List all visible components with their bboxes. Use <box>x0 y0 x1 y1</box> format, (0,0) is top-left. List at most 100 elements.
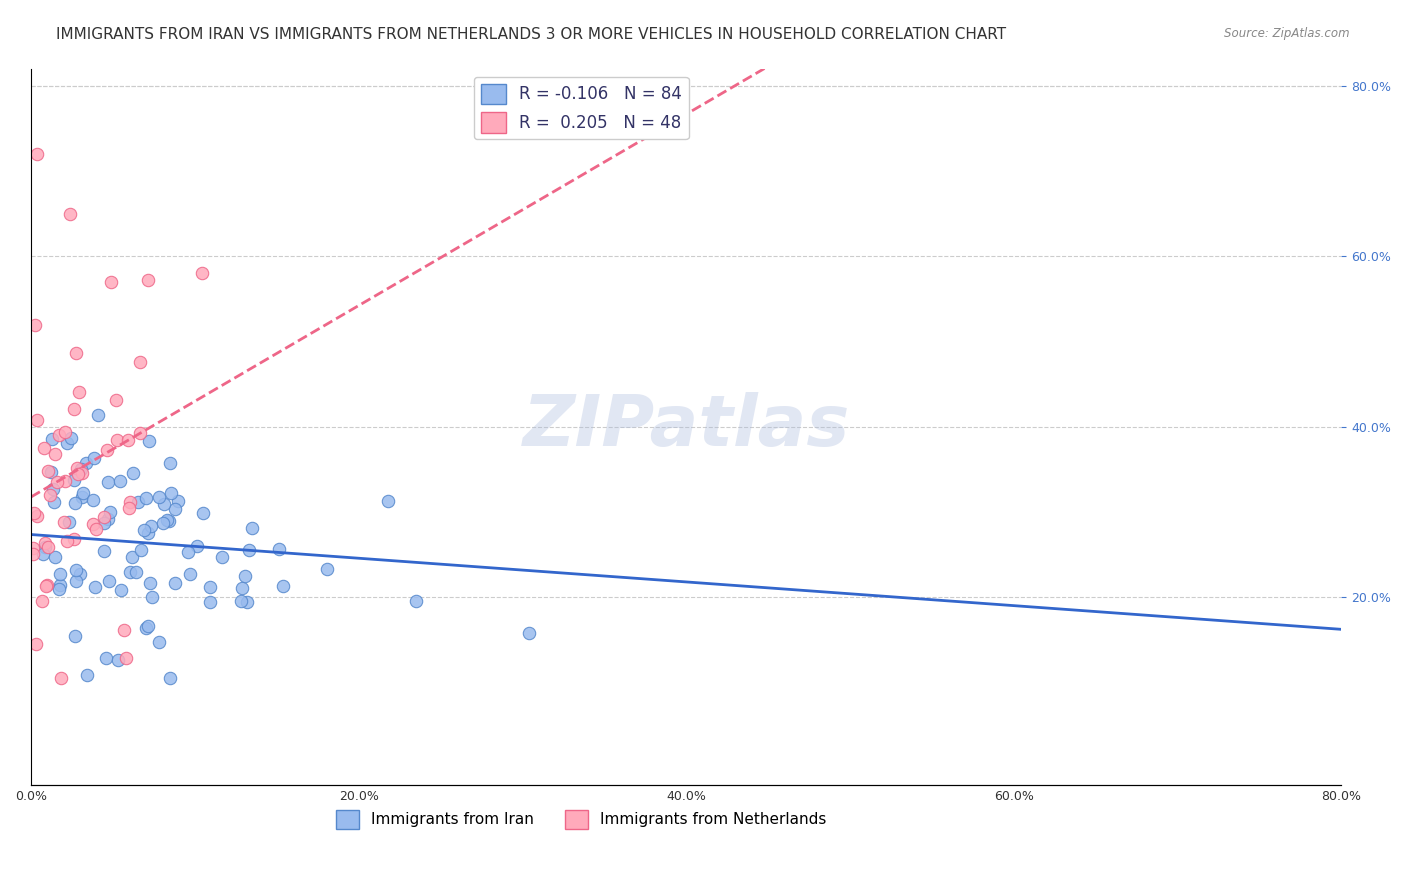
Point <box>117 501 139 516</box>
Point <box>84 522 107 536</box>
Point <box>191 506 214 520</box>
Point <box>58 515 80 529</box>
Point <box>377 493 399 508</box>
Legend: Immigrants from Iran, Immigrants from Netherlands: Immigrants from Iran, Immigrants from Ne… <box>330 804 832 835</box>
Point <box>63 495 86 509</box>
Point <box>135 491 157 505</box>
Point <box>63 532 86 546</box>
Point <box>82 492 104 507</box>
Point <box>56 533 79 548</box>
Point <box>34 579 56 593</box>
Point <box>125 565 148 579</box>
Point <box>238 542 260 557</box>
Point <box>179 567 201 582</box>
Point <box>72 486 94 500</box>
Point <box>165 575 187 590</box>
Text: Source: ZipAtlas.com: Source: ZipAtlas.com <box>1225 27 1350 40</box>
Point <box>148 635 170 649</box>
Point <box>70 461 93 475</box>
Point <box>240 521 263 535</box>
Point <box>34 536 56 550</box>
Point <box>53 474 76 488</box>
Point <box>60 431 83 445</box>
Point <box>141 590 163 604</box>
Point <box>31 547 53 561</box>
Point <box>165 501 187 516</box>
Point <box>141 518 163 533</box>
Point <box>53 425 76 439</box>
Point <box>42 495 65 509</box>
Point <box>159 671 181 685</box>
Point <box>136 526 159 541</box>
Point <box>100 275 122 289</box>
Point <box>211 549 233 564</box>
Point <box>67 467 90 481</box>
Point <box>159 486 181 500</box>
Point <box>97 512 120 526</box>
Point <box>316 561 339 575</box>
Point <box>159 456 181 470</box>
Point <box>93 516 115 531</box>
Point <box>198 580 221 594</box>
Point <box>273 579 295 593</box>
Point <box>62 402 84 417</box>
Point <box>25 509 48 524</box>
Point <box>98 505 121 519</box>
Point <box>55 436 77 450</box>
Point <box>127 494 149 508</box>
Point <box>96 651 118 665</box>
Point <box>44 550 66 565</box>
Point <box>120 565 142 579</box>
Point <box>517 626 540 640</box>
Point <box>31 593 53 607</box>
Point <box>48 578 70 592</box>
Point <box>76 668 98 682</box>
Point <box>117 433 139 447</box>
Point <box>75 457 97 471</box>
Point <box>148 490 170 504</box>
Point <box>110 583 132 598</box>
Point <box>39 488 62 502</box>
Point <box>229 594 252 608</box>
Point <box>108 474 131 488</box>
Point <box>66 460 89 475</box>
Point <box>118 495 141 509</box>
Point <box>83 451 105 466</box>
Point <box>136 273 159 287</box>
Point <box>157 514 180 528</box>
Point <box>136 619 159 633</box>
Point <box>65 563 87 577</box>
Text: IMMIGRANTS FROM IRAN VS IMMIGRANTS FROM NETHERLANDS 3 OR MORE VEHICLES IN HOUSEH: IMMIGRANTS FROM IRAN VS IMMIGRANTS FROM … <box>56 27 1007 42</box>
Point <box>97 475 120 490</box>
Point <box>114 651 136 665</box>
Point <box>128 425 150 440</box>
Point <box>48 427 70 442</box>
Point <box>129 355 152 369</box>
Point <box>70 490 93 504</box>
Point <box>156 512 179 526</box>
Point <box>45 475 67 490</box>
Point <box>186 539 208 553</box>
Point <box>44 447 66 461</box>
Point <box>22 548 45 562</box>
Point <box>70 466 93 480</box>
Point <box>25 413 48 427</box>
Point <box>82 516 104 531</box>
Point <box>105 392 128 407</box>
Point <box>121 549 143 564</box>
Text: ZIPatlas: ZIPatlas <box>523 392 849 461</box>
Point <box>131 543 153 558</box>
Point <box>97 574 120 588</box>
Point <box>65 574 87 588</box>
Point <box>135 621 157 635</box>
Point <box>83 581 105 595</box>
Point <box>37 464 59 478</box>
Point <box>65 346 87 360</box>
Point <box>41 483 63 497</box>
Point <box>93 510 115 524</box>
Point <box>139 576 162 591</box>
Point <box>96 443 118 458</box>
Point <box>41 432 63 446</box>
Point <box>24 318 46 332</box>
Point <box>37 541 59 555</box>
